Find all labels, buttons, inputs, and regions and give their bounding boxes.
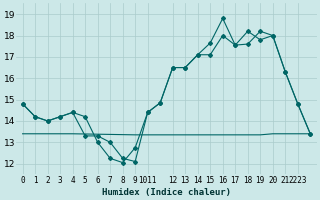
X-axis label: Humidex (Indice chaleur): Humidex (Indice chaleur) [102, 188, 231, 197]
